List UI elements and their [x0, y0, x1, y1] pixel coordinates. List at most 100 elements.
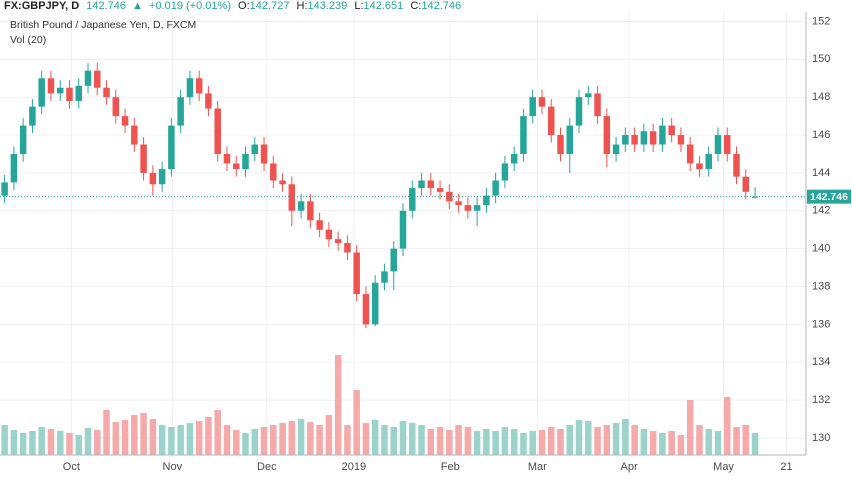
volume-bar [371, 420, 379, 455]
volume-bar [29, 431, 36, 455]
volume-bar [353, 390, 360, 455]
volume-bar [186, 423, 194, 455]
candle-body [381, 271, 388, 283]
candle-body [168, 125, 175, 170]
volume-bar [66, 433, 73, 455]
y-tick-label: 132 [812, 394, 830, 406]
candle-body [446, 191, 453, 202]
candle-body [594, 93, 601, 117]
candle-body [56, 87, 64, 94]
candle-body [622, 135, 629, 145]
volume-bar [649, 431, 657, 455]
y-tick-label: 152 [812, 15, 830, 27]
y-tick-label: 140 [812, 243, 830, 255]
volume-bar [585, 421, 592, 455]
candle-body [1, 182, 8, 196]
volume-bar [668, 431, 675, 455]
volume-bar [409, 423, 416, 455]
candle-body [418, 180, 425, 189]
volume-bar [659, 433, 666, 455]
volume-bar [38, 427, 45, 455]
volume-bar [557, 429, 564, 455]
candle-body [334, 239, 342, 243]
candle-body [612, 144, 620, 154]
x-tick-label: May [713, 461, 734, 473]
volume-bar [103, 410, 110, 455]
candle-body [705, 153, 712, 170]
candle-body [177, 97, 184, 126]
candle-body [47, 78, 55, 94]
volume-bar [501, 427, 509, 455]
candle-body [140, 144, 147, 173]
candle-body [279, 180, 286, 185]
candle-body [270, 163, 277, 181]
volume-bar [195, 421, 203, 455]
candle-body [455, 201, 462, 206]
candle-body [94, 70, 101, 88]
volume-bar [640, 429, 648, 455]
volume-bar [131, 415, 138, 455]
y-tick-label: 146 [812, 129, 830, 141]
volume-bar [418, 425, 425, 455]
volume-bar [316, 425, 323, 455]
candle-body [205, 93, 212, 109]
candle-body [29, 106, 36, 126]
symbol: FX:GBPJPY, D [4, 0, 79, 12]
volume-bar [724, 397, 731, 455]
volume-bar [436, 427, 444, 455]
volume-bar [677, 435, 685, 455]
volume-bar [520, 433, 527, 455]
candle-body [668, 125, 675, 136]
change: +0.019 (+0.01%) [149, 0, 231, 12]
candle-body [585, 93, 592, 98]
candle-body [427, 180, 435, 189]
o-label: O: [238, 0, 250, 12]
candle-body [307, 201, 314, 221]
candle-body [325, 229, 333, 240]
candle-body [362, 294, 370, 325]
volume-bar [483, 429, 490, 455]
candle-body [649, 131, 657, 145]
x-tick-label: Nov [163, 461, 183, 473]
volume-bar [47, 429, 55, 455]
volume-bar [455, 425, 462, 455]
volume-bar [205, 417, 212, 455]
volume-bar [297, 419, 305, 455]
volume-bar [270, 425, 277, 455]
candle-body [677, 135, 685, 145]
volume-bar [94, 430, 101, 455]
candle-body [186, 78, 194, 98]
c-label: C: [410, 0, 421, 12]
volume-bar [594, 427, 601, 455]
candle-body [195, 78, 203, 94]
volume-bar [733, 427, 740, 455]
volume-bar [464, 427, 472, 455]
volume-bar [751, 433, 759, 455]
volume-bar [622, 419, 629, 455]
candle-body [149, 172, 157, 185]
candle-body [483, 195, 490, 206]
y-tick-label: 138 [812, 280, 830, 292]
candle-body [10, 153, 18, 183]
y-tick-label: 150 [812, 53, 830, 65]
x-tick-label: Oct [63, 461, 80, 473]
candle-body [131, 125, 138, 145]
volume-bar [705, 429, 712, 455]
candle-body [344, 242, 351, 253]
volume-bar [529, 431, 536, 455]
y-tick-label: 142 [812, 205, 830, 217]
volume-bar [84, 428, 92, 455]
volume-bar [603, 425, 611, 455]
x-tick-label: Mar [528, 461, 547, 473]
volume-bar [288, 421, 296, 455]
candle-body [603, 116, 611, 154]
volume-bar [325, 415, 333, 455]
volume-bar [566, 425, 574, 455]
candle-body [112, 97, 120, 117]
candle-body [316, 220, 323, 230]
candle-body [214, 108, 221, 154]
volume-bar [612, 423, 620, 455]
x-tick-label: 21 [780, 461, 792, 473]
volume-bar [56, 431, 64, 455]
